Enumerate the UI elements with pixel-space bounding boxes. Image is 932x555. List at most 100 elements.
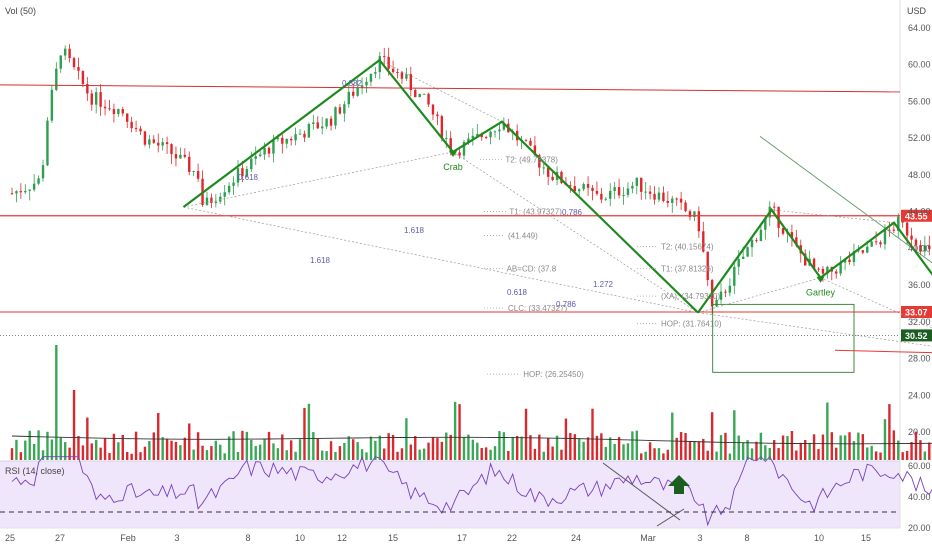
volume-bar: [179, 445, 181, 460]
candle-body: [494, 131, 496, 132]
time-tick-label: 3: [174, 533, 179, 543]
volume-bar: [578, 439, 580, 460]
volume-bar: [525, 409, 527, 460]
fib-ratio-label: 0.382: [342, 79, 363, 88]
candle-body: [232, 183, 234, 186]
candle-body: [662, 193, 664, 201]
candle-body: [884, 230, 886, 245]
candle-body: [184, 155, 186, 157]
volume-bar: [161, 437, 163, 460]
candle-body: [640, 178, 642, 192]
volume-bar: [822, 435, 824, 460]
price-tick-label: 56.00: [908, 96, 931, 106]
candle-body: [20, 191, 22, 192]
volume-bar: [698, 442, 700, 460]
time-tick-label: 27: [55, 533, 65, 543]
candle-body: [427, 94, 429, 105]
rsi-indicator-label[interactable]: RSI (14, close): [5, 466, 65, 476]
volume-bar: [37, 430, 39, 460]
candle-body: [671, 199, 673, 203]
target-level-label: AB=CD: (37.8: [507, 265, 557, 274]
candle-body: [445, 138, 447, 139]
candle-body: [365, 82, 367, 86]
candle-body: [910, 236, 912, 240]
price-tick-label: 44.00: [908, 207, 931, 217]
volume-bar: [795, 450, 797, 460]
pattern-name-label: Gartley: [806, 288, 836, 298]
candle-body: [210, 198, 212, 203]
volume-bar: [817, 449, 819, 460]
volume-bar: [738, 436, 740, 460]
candle-body: [631, 186, 633, 189]
volume-bar: [308, 404, 310, 460]
candle-body: [392, 69, 394, 72]
candle-body: [667, 201, 669, 203]
candle-body: [817, 269, 819, 270]
time-tick-label: 10: [295, 533, 305, 543]
volume-bar: [884, 419, 886, 460]
volume-bar: [46, 432, 48, 460]
candle-body: [649, 192, 651, 194]
volume-bar: [148, 441, 150, 460]
volume-bar: [835, 448, 837, 460]
volume-bar: [507, 451, 509, 460]
time-tick-label: 22: [507, 533, 517, 543]
candle-body: [294, 134, 296, 140]
volume-bar: [290, 440, 292, 460]
volume-bar: [893, 430, 895, 460]
volume-bar: [170, 441, 172, 460]
candle-body: [441, 116, 443, 138]
candle-body: [286, 139, 288, 144]
candle-body: [458, 152, 460, 155]
volume-bar: [529, 435, 531, 460]
candle-body: [29, 190, 31, 191]
candle-body: [551, 177, 553, 180]
volume-bar: [520, 437, 522, 460]
volume-indicator-label[interactable]: Vol (50): [5, 6, 36, 16]
candle-body: [374, 72, 376, 74]
candle-body: [414, 90, 416, 97]
price-tick-label: 28.00: [908, 354, 931, 364]
volume-bar: [653, 448, 655, 460]
volume-bar: [339, 446, 341, 460]
fib-ratio-label: 0.786: [562, 208, 583, 217]
candle-body: [356, 87, 358, 95]
volume-bar: [649, 442, 651, 460]
volume-bar: [671, 413, 673, 460]
volume-bar: [631, 431, 633, 460]
volume-bar: [667, 450, 669, 460]
volume-bar: [210, 446, 212, 460]
time-tick-label: Feb: [120, 533, 136, 543]
volume-bar: [613, 444, 615, 460]
volume-bar: [804, 440, 806, 460]
volume-bar: [481, 448, 483, 460]
volume-bar: [777, 448, 779, 460]
volume-bar: [888, 404, 890, 460]
volume-bar: [574, 434, 576, 460]
candle-body: [170, 144, 172, 154]
candle-body: [259, 154, 261, 156]
candle-body: [370, 74, 372, 82]
volume-bar: [410, 444, 412, 460]
candle-body: [893, 230, 895, 231]
time-tick-label: 8: [245, 533, 250, 543]
candle-body: [219, 197, 221, 202]
time-tick-label: 24: [571, 533, 581, 543]
fib-ratio-label: 1.618: [404, 226, 425, 235]
candle-body: [317, 122, 319, 128]
candle-body: [613, 187, 615, 191]
candle-body: [733, 267, 735, 286]
candle-body: [405, 74, 407, 79]
volume-bar: [808, 443, 810, 460]
candle-body: [15, 191, 17, 193]
volume-bar: [800, 443, 802, 460]
candle-body: [73, 58, 75, 67]
candle-body: [135, 128, 137, 129]
volume-bar: [786, 436, 788, 460]
volume-bar: [108, 453, 110, 460]
volume-bar: [906, 451, 908, 460]
candle-body: [644, 192, 646, 193]
currency-label: USD: [907, 6, 927, 16]
